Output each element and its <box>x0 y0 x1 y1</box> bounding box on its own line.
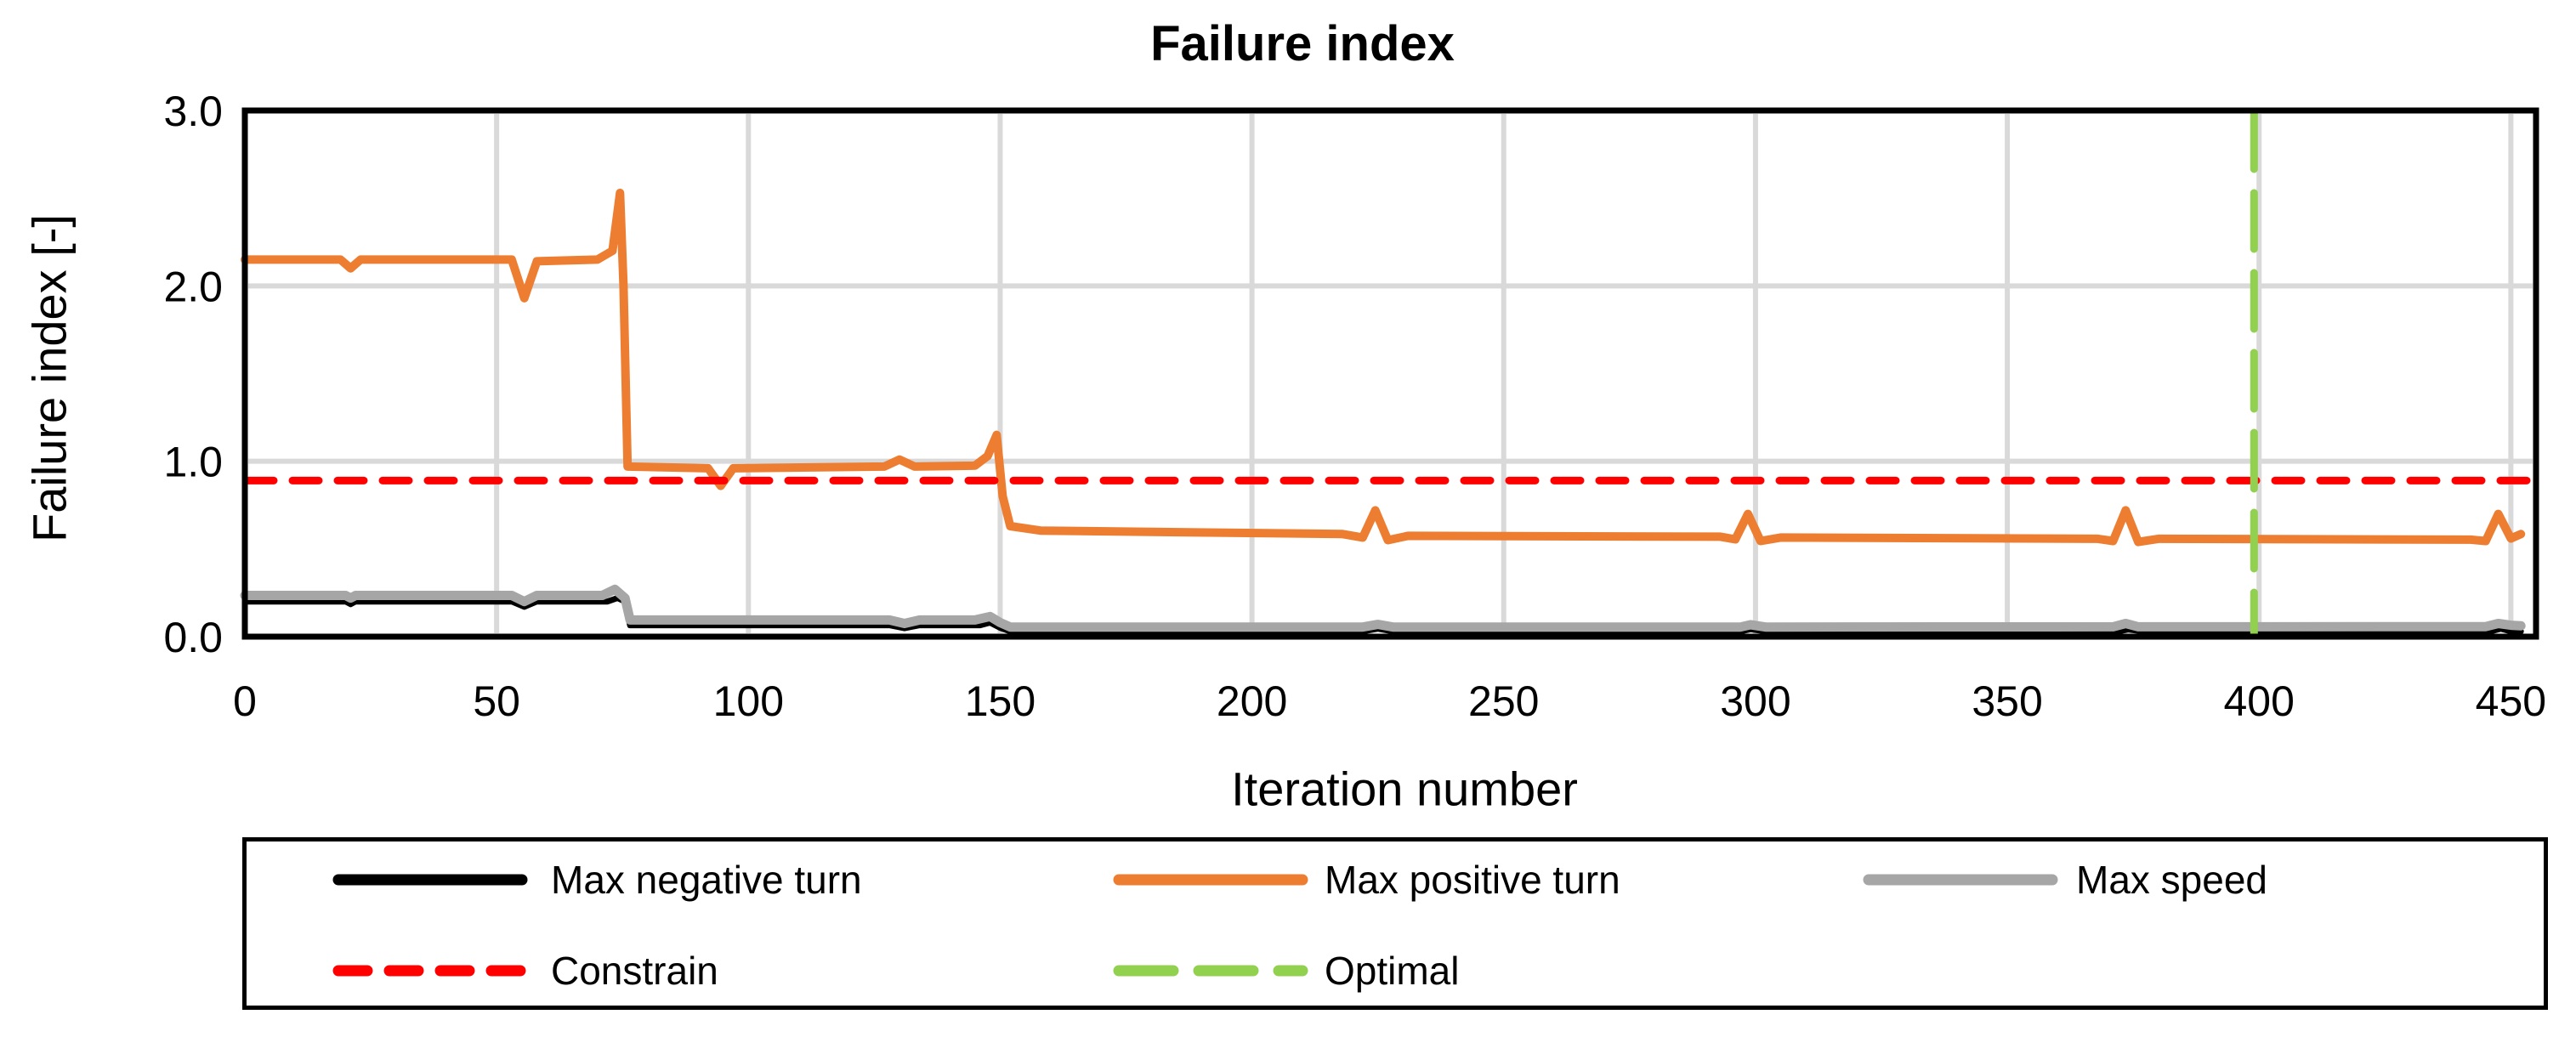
y-tick-label: 1.0 <box>163 439 223 486</box>
plot-border <box>241 107 2539 640</box>
legend-key-max-negative-turn <box>332 874 528 886</box>
series-max-speed <box>240 584 2526 632</box>
legend-key-max-positive-turn <box>1113 874 1308 886</box>
x-tick-label: 50 <box>473 677 520 725</box>
series-max-negative-turn <box>241 595 2524 635</box>
y-tick-label: 3.0 <box>163 88 223 135</box>
legend-label-max-negative-turn: Max negative turn <box>551 858 862 902</box>
y-tick-label: 2.0 <box>163 263 223 310</box>
y-tick-label: 0.0 <box>163 614 223 661</box>
x-tick-label: 400 <box>2224 677 2295 725</box>
legend-label-constrain: Constrain <box>551 949 718 993</box>
legend-label-max-positive-turn: Max positive turn <box>1325 858 1620 902</box>
x-tick-label: 250 <box>1468 677 1539 725</box>
series-max-positive-turn <box>241 189 2526 547</box>
x-tick-label: 300 <box>1720 677 1790 725</box>
x-tick-label: 200 <box>1217 677 1287 725</box>
legend-label-optimal: Optimal <box>1325 949 1460 993</box>
legend-key-optimal <box>1113 965 1308 977</box>
legend-key-constrain <box>332 965 528 977</box>
legend: Max negative turn Max positive turn Max sp… <box>242 837 2548 1010</box>
legend-label-max-speed: Max speed <box>2076 858 2268 902</box>
x-tick-label: 450 <box>2476 677 2546 725</box>
legend-key-max-speed <box>1863 874 2058 886</box>
x-tick-label: 0 <box>233 677 257 725</box>
x-tick-label: 350 <box>1972 677 2042 725</box>
x-axis-label: Iteration number <box>1231 762 1578 816</box>
x-tick-label: 150 <box>965 677 1036 725</box>
x-tick-label: 100 <box>713 677 784 725</box>
chart-title: Failure index <box>1150 16 1455 71</box>
